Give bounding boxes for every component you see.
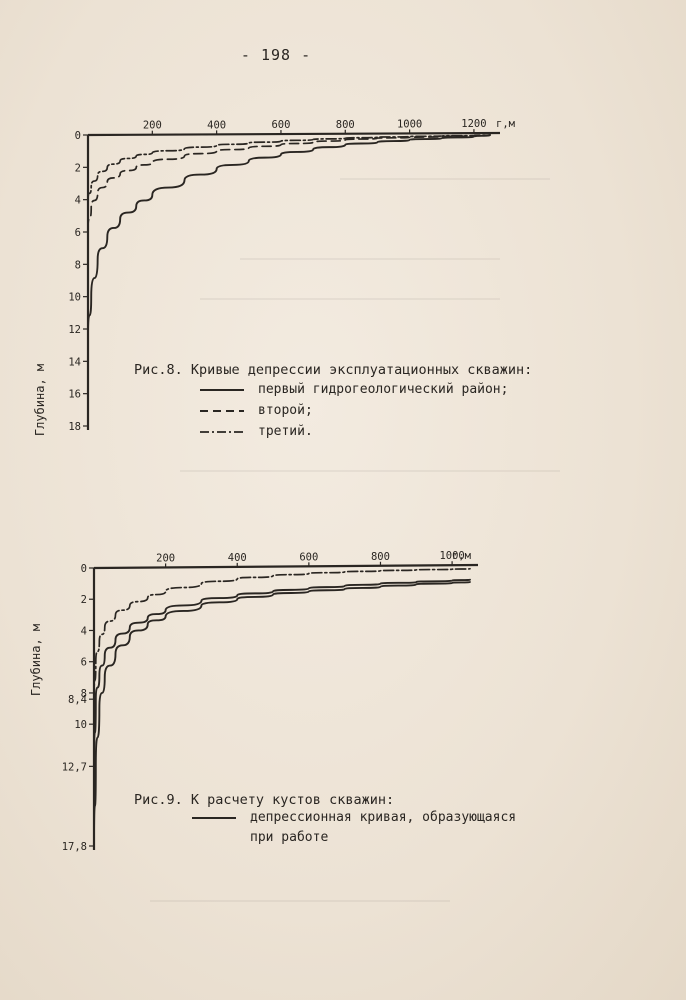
legend-label-first-district: первый гидрогеологический район; [258, 382, 509, 397]
fig8-x-tick-label: 1200 [461, 118, 486, 130]
fig8-x-axis-label: г,м [496, 118, 516, 130]
fig8-series-2-line [87, 134, 491, 230]
chart-figure-8: 200 400 600 800 1000 1200 г,м 0 2 4 6 8 10 12 14 16 18 Гл… [33, 118, 516, 436]
fig9-x-axis-label: г,м [452, 550, 472, 562]
fig8-y-tick-label: 2 [75, 162, 81, 174]
fig8-x-axis [87, 131, 501, 137]
fig8-y-tick-label: 4 [75, 195, 81, 207]
fig8-x-tick-label: 600 [271, 119, 290, 131]
fig9-y-tick-label: 6 [81, 657, 87, 669]
fig8-x-tick-label: 400 [207, 119, 226, 131]
legend-label-second: второй; [258, 403, 313, 418]
fig8-y-tick-label: 0 [75, 130, 81, 142]
fig9-x-tick-label: 1000 [439, 550, 464, 562]
fig8-y-tick-label: 14 [68, 356, 81, 368]
fig9-x-tick-label: 800 [371, 551, 390, 563]
fig8-series-3-line [87, 134, 491, 201]
legend-swatch-solid [200, 388, 244, 391]
fig8-y-tick-label: 8 [75, 259, 81, 271]
fig9-series-1-line [93, 581, 471, 847]
legend-label-third: третий. [258, 424, 313, 439]
fig8-y-tick-label: 6 [75, 227, 81, 239]
legend-swatch-dashdot [200, 430, 244, 433]
fig8-x-tick-label: 200 [143, 120, 162, 132]
fig9-y-tick-label: 8 [81, 688, 87, 700]
fig9-y-tick-label: 4 [81, 625, 87, 637]
fig9-y-tick-label: 2 [81, 594, 87, 606]
legend-swatch-dashed [200, 409, 244, 412]
fig9-x-tick-label: 400 [228, 552, 247, 564]
fig9-y-tick-label: 8,4 [68, 694, 87, 706]
legend-item-second: второй; [200, 403, 313, 418]
fig8-y-tick-label: 10 [68, 292, 81, 304]
legend-item-third: третий. [200, 424, 313, 439]
fig8-y-axis-label: Глубина, м [33, 364, 47, 436]
figure-8-caption: Рис.8. Кривые депрессии эксплуатационных… [134, 362, 533, 378]
fig9-x-axis [93, 563, 479, 570]
fig8-y-tick-label: 18 [68, 421, 81, 433]
fig8-y-tick-label: 12 [68, 324, 81, 336]
fig9-series-3-line [93, 567, 471, 701]
fig9-y-tick-label: 12,7 [62, 761, 87, 773]
fig9-y-tick-label: 10 [74, 719, 87, 731]
fig8-y-tick-label: 16 [68, 389, 81, 401]
figure-9-caption: Рис.9. К расчету кустов скважин: [134, 792, 395, 808]
fig9-x-tick-label: 200 [156, 552, 175, 564]
fig9-y-tick-label: 17,8 [62, 841, 87, 853]
fig8-x-tick-label: 1000 [397, 118, 422, 130]
legend-swatch-solid [192, 816, 236, 819]
legend-label-line-2: при работе [250, 830, 329, 845]
page-number: - 198 - [240, 46, 312, 64]
fig9-x-tick-label: 600 [299, 551, 318, 563]
fig8-series-1-line [87, 134, 491, 335]
fig9-y-tick-label: 0 [81, 563, 87, 575]
legend-label-line-1: депрессионная кривая, образующаяся [250, 810, 517, 825]
fig9-series-2-line [93, 578, 471, 768]
fig8-x-tick-label: 800 [336, 119, 355, 131]
fig9-y-axis-label: Глубина, м [29, 624, 43, 696]
legend-item-depression-curve: депрессионная кривая, образующаяся [192, 810, 516, 825]
legend-item-first-district: первый гидрогеологический район; [200, 382, 508, 397]
